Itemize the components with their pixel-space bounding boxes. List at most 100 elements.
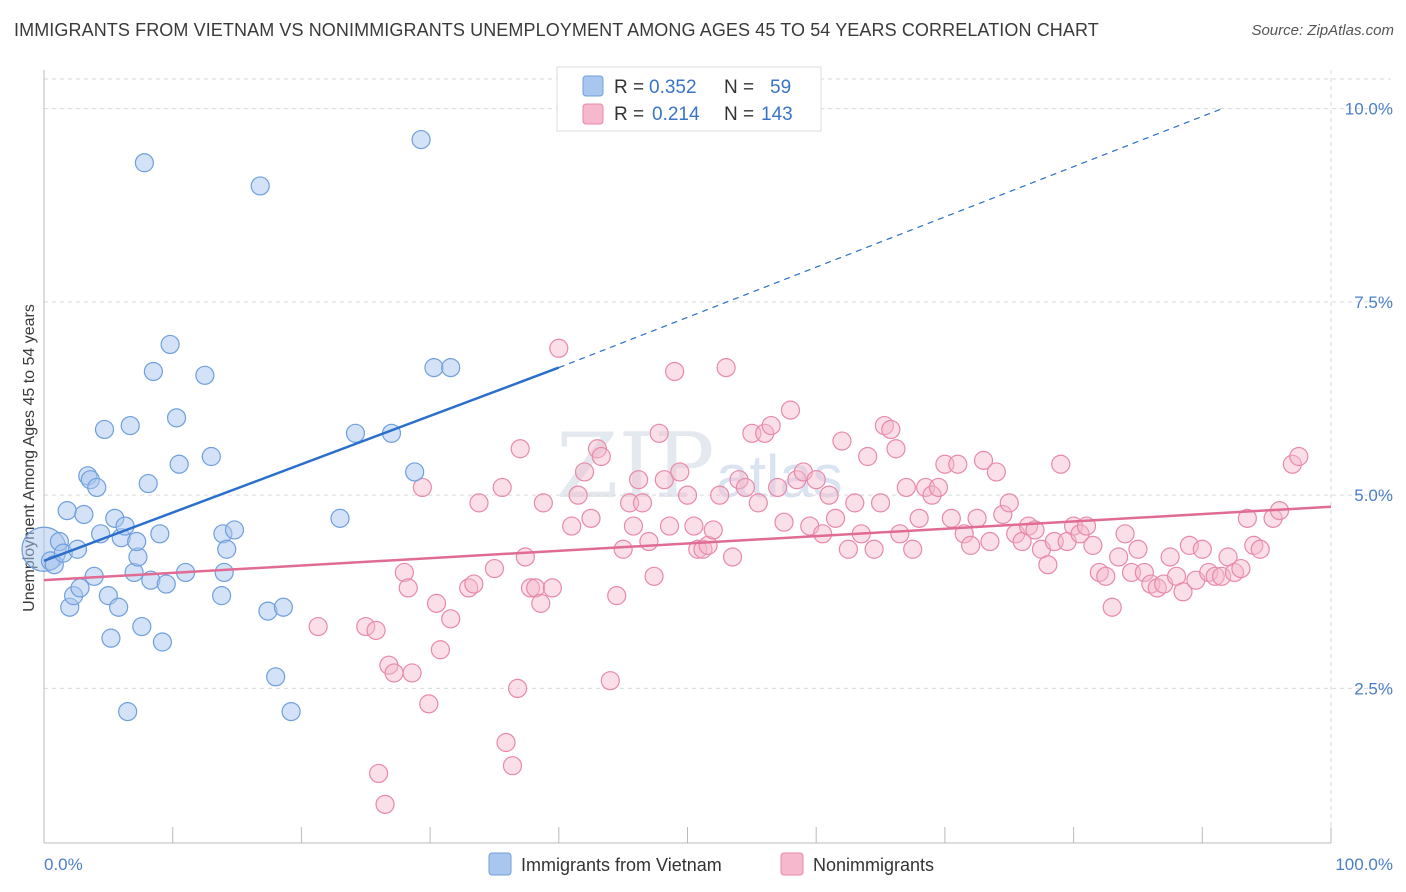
nonimmigrants-point: [735, 477, 756, 498]
nonimmigrants-point: [838, 539, 858, 559]
nonimmigrants-point: [665, 361, 685, 382]
nonimmigrants-point: [922, 485, 942, 505]
vietnam-point: [101, 628, 121, 648]
nonimmigrants-points: [308, 338, 1309, 814]
nonimmigrants-point: [688, 539, 708, 559]
nonimmigrants-point: [426, 593, 447, 613]
vietnam-point: [156, 574, 176, 594]
vietnam-point: [166, 408, 187, 428]
vietnam-point: [330, 508, 350, 528]
vietnam-point: [152, 632, 173, 652]
watermark: ZIP atlas: [556, 414, 843, 519]
nonimmigrants-point: [533, 493, 553, 513]
tick-labels: 10.0% 7.5% 5.0% 2.5% 0.0% 100.0%: [44, 100, 1393, 874]
nonimmigrants-point: [366, 620, 386, 641]
nonimmigrants-point: [600, 671, 620, 691]
nonimmigrants-point: [1115, 524, 1135, 544]
legend-r-label-nonimmigrants: R =: [614, 104, 644, 125]
vietnam-point: [94, 419, 115, 440]
legend-swatch-vietnam: [582, 75, 604, 97]
nonimmigrants-point: [973, 450, 994, 470]
nonimmigrants-point: [948, 454, 968, 474]
nonimmigrants-point: [710, 485, 730, 505]
nonimmigrants-point: [999, 493, 1019, 513]
vietnam-point: [250, 176, 270, 196]
nonimmigrants-point: [654, 470, 674, 490]
vietnam-point: [169, 454, 189, 474]
nonimmigrants-point: [398, 578, 418, 598]
nonimmigrants-point: [896, 477, 916, 498]
nonimmigrants-point: [890, 524, 910, 544]
nonimmigrants-point: [496, 732, 516, 753]
nonimmigrants-point: [469, 493, 489, 513]
vietnam-trend-line: [43, 366, 560, 563]
nonimmigrants-point: [574, 462, 595, 482]
nonimmigrants-point: [1179, 535, 1200, 555]
nonimmigrants-point: [986, 462, 1006, 482]
vietnam-point: [118, 701, 138, 722]
nonimmigrants-point: [607, 586, 627, 606]
vietnam-point: [345, 423, 366, 443]
nonimmigrants-point: [881, 419, 901, 440]
source-attribution: Source: ZipAtlas.com: [1251, 22, 1394, 39]
nonimmigrants-point: [774, 512, 794, 532]
vietnam-point: [411, 129, 431, 150]
nonimmigrants-point: [722, 547, 743, 567]
nonimmigrants-point: [568, 485, 588, 505]
legend-r-value-nonimmigrants: 0.214: [652, 104, 700, 125]
nonimmigrants-point: [502, 756, 523, 776]
vietnam-point: [87, 477, 107, 498]
vietnam-point: [195, 365, 215, 385]
nonimmigrants-point: [909, 508, 929, 528]
nonimmigrants-point: [549, 338, 569, 358]
vietnam-point: [143, 361, 163, 382]
nonimmigrants-point: [780, 400, 801, 420]
nonimmigrants-point: [1051, 454, 1071, 474]
bottom-legend-swatch-vietnam: [488, 852, 512, 876]
vietnam-point: [132, 616, 152, 637]
nonimmigrants-point: [562, 516, 582, 536]
vietnam-point: [160, 334, 180, 355]
nonimmigrants-point: [825, 508, 846, 528]
nonimmigrants-point: [649, 423, 669, 443]
nonimmigrants-point: [980, 531, 1000, 552]
legend-n-value-nonimmigrants: 143: [761, 104, 793, 125]
nonimmigrants-point: [623, 516, 644, 536]
nonimmigrants-point: [1231, 558, 1251, 579]
nonimmigrants-point: [813, 524, 833, 544]
nonimmigrants-point: [677, 485, 698, 505]
nonimmigrants-trend-line: [43, 505, 1332, 582]
chart-title: IMMIGRANTS FROM VIETNAM VS NONIMMIGRANTS…: [14, 20, 1099, 40]
bottom-legend-swatch-nonimmigrants: [780, 852, 804, 876]
nonimmigrants-point: [419, 694, 439, 714]
nonimmigrants-point: [845, 493, 865, 513]
nonimmigrants-point: [670, 462, 690, 482]
legend-swatch-nonimmigrants: [582, 103, 604, 125]
nonimmigrants-point: [693, 539, 713, 559]
vietnam-point: [150, 524, 170, 544]
legend-r-label-vietnam: R =: [614, 77, 644, 98]
nonimmigrants-point: [1250, 539, 1270, 559]
nonimmigrants-point: [581, 508, 601, 528]
nonimmigrants-point: [1212, 566, 1232, 586]
y-tick-label: 10.0%: [1345, 100, 1393, 119]
nonimmigrants-point: [941, 508, 961, 528]
legend-r-value-vietnam: 0.352: [649, 77, 697, 98]
vietnam-point: [134, 153, 154, 173]
nonimmigrants-point: [787, 470, 807, 490]
nonimmigrants-point: [441, 609, 461, 629]
nonimmigrants-point: [870, 493, 891, 513]
nonimmigrants-point: [1025, 520, 1045, 540]
nonimmigrants-point: [659, 516, 680, 536]
nonimmigrants-point: [1237, 508, 1257, 528]
watermark-zip: ZIP: [556, 414, 715, 519]
nonimmigrants-point: [1289, 446, 1309, 467]
correlation-legend: R = 0.352 N = 59 R = 0.214 N = 143: [556, 66, 822, 132]
nonimmigrants-point: [806, 470, 826, 490]
y-tick-label: 7.5%: [1354, 293, 1393, 312]
nonimmigrants-point: [1102, 597, 1122, 617]
nonimmigrants-point: [864, 539, 884, 559]
nonimmigrants-point: [967, 508, 987, 528]
nonimmigrants-point: [484, 558, 505, 579]
